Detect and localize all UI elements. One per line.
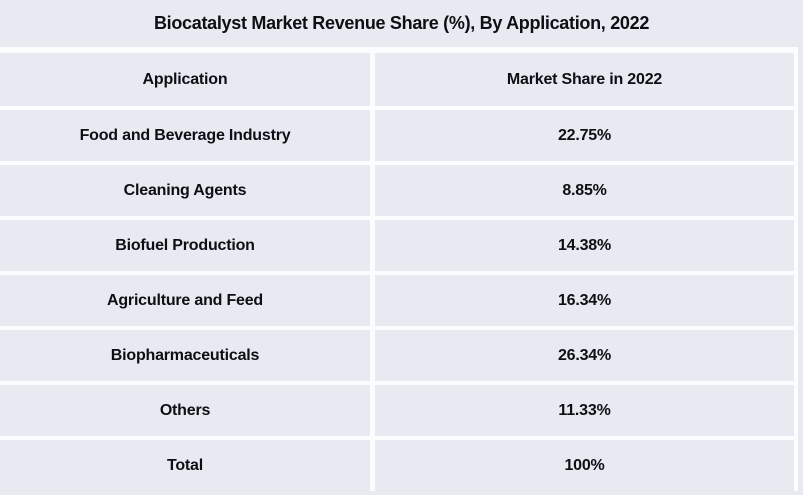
cell-share: 100% xyxy=(370,440,794,491)
cell-application: Food and Beverage Industry xyxy=(79,126,291,144)
table-row: Food and Beverage Industry 22.75% xyxy=(0,106,794,161)
cell-application: Biofuel Production xyxy=(115,236,255,254)
cell-share: 26.34% xyxy=(370,330,794,381)
cell-application: Biopharmaceuticals xyxy=(110,346,260,364)
header-row: Application Market Share in 2022 xyxy=(0,47,794,106)
cell-application: Others xyxy=(159,401,211,419)
table-row: Biofuel Production 14.38% xyxy=(0,216,794,271)
table-title: Biocatalyst Market Revenue Share (%), By… xyxy=(153,13,650,33)
market-share-table: Application Market Share in 2022 Food an… xyxy=(0,47,798,491)
cell-application: Cleaning Agents xyxy=(123,181,247,199)
cell-share: 8.85% xyxy=(370,165,794,216)
cell-share: 14.38% xyxy=(370,220,794,271)
table-row: Cleaning Agents 8.85% xyxy=(0,161,794,216)
cell-application: Agriculture and Feed xyxy=(106,291,264,309)
header-application: Application xyxy=(142,70,228,88)
table-row: Biopharmaceuticals 26.34% xyxy=(0,326,794,381)
header-market-share: Market Share in 2022 xyxy=(370,53,794,106)
cell-share: 16.34% xyxy=(370,275,794,326)
cell-share: 11.33% xyxy=(370,385,794,436)
cell-share: 22.75% xyxy=(370,110,794,161)
table-row-total: Total 100% xyxy=(0,436,794,491)
cell-application: Total xyxy=(166,456,204,474)
table-row: Agriculture and Feed 16.34% xyxy=(0,271,794,326)
table-row: Others 11.33% xyxy=(0,381,794,436)
